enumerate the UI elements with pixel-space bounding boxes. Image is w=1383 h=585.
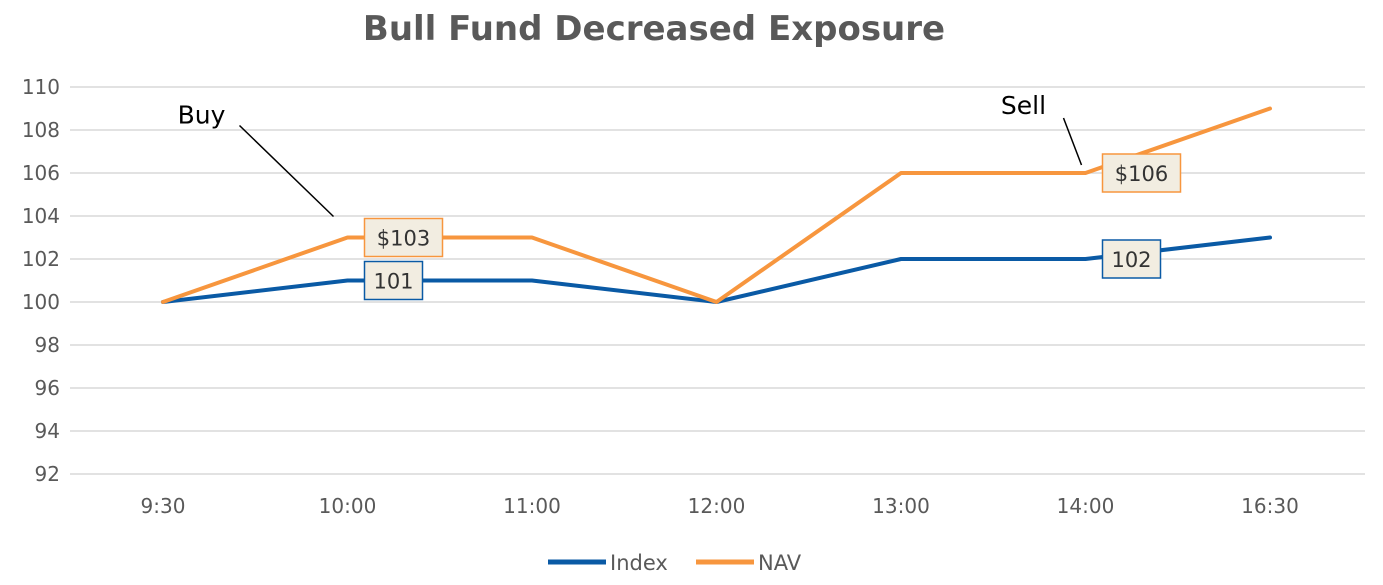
callout-line-sell: [1062, 117, 1083, 166]
data-label-box: [363, 217, 444, 258]
x-tick-label: 10:00: [319, 494, 377, 518]
x-tick-label: 9:30: [141, 494, 186, 518]
y-tick-label: 110: [22, 75, 60, 99]
x-tick-label: 12:00: [688, 494, 746, 518]
legend-label-nav: NAV: [758, 551, 802, 575]
data-label-box: [363, 260, 424, 301]
y-tick-label: 104: [22, 204, 60, 228]
annotation-buy: Buy: [178, 101, 226, 130]
y-axis-ticks: 110 108 106 104 102 100 98 96 94 92: [22, 75, 60, 486]
y-tick-label: 106: [22, 161, 60, 185]
y-tick-label: 100: [22, 290, 60, 314]
annotations: Buy Sell: [178, 91, 1083, 218]
series-lines: [161, 106, 1272, 304]
x-axis-ticks: 9:30 10:00 11:00 12:00 13:00 14:00 16:30: [141, 494, 1299, 518]
x-tick-label: 14:00: [1057, 494, 1115, 518]
x-tick-label: 13:00: [872, 494, 930, 518]
series-line-nav: [161, 106, 1272, 304]
data-label-box: [1101, 153, 1182, 193]
legend: Index NAV: [548, 551, 802, 575]
data-labels: $103 101 $106 102: [363, 153, 1182, 301]
data-label-index-1000: 101: [373, 270, 413, 294]
x-tick-label: 16:30: [1241, 494, 1299, 518]
y-tick-label: 108: [22, 118, 60, 142]
legend-label-index: Index: [610, 551, 668, 575]
y-tick-label: 98: [35, 333, 60, 357]
y-tick-label: 94: [35, 419, 60, 443]
callout-line-buy: [238, 124, 335, 218]
chart-title: Bull Fund Decreased Exposure: [363, 9, 945, 49]
data-label-nav-1000: $103: [377, 227, 430, 251]
data-label-index-1400: 102: [1111, 248, 1151, 272]
y-tick-label: 96: [35, 376, 60, 400]
data-label-box: [1101, 239, 1162, 279]
data-label-nav-1400: $106: [1115, 162, 1168, 186]
x-tick-label: 11:00: [503, 494, 561, 518]
y-tick-label: 92: [35, 462, 60, 486]
annotation-sell: Sell: [1001, 91, 1046, 120]
y-tick-label: 102: [22, 247, 60, 271]
